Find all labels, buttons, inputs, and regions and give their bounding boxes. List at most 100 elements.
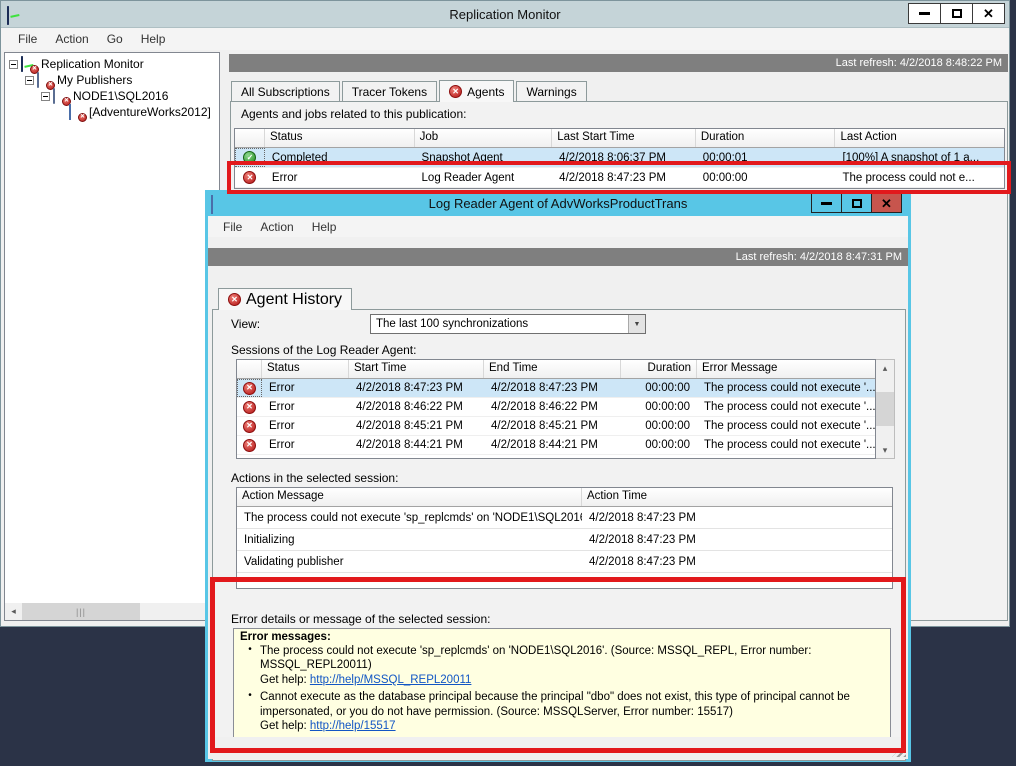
server-error-icon: ✕ (53, 87, 71, 106)
menu-action[interactable]: Action (260, 219, 294, 234)
menu-help[interactable]: Help (140, 32, 166, 46)
scrollbar-thumb[interactable]: ||| (22, 603, 140, 620)
help-link[interactable]: http://help/MSSQL_REPL20011 (309, 673, 472, 686)
minimize-icon (919, 12, 930, 15)
agents-section-label: Agents and jobs related to this publicat… (241, 107, 467, 121)
session-row[interactable]: ✕ Error 4/2/2018 8:47:23 PM 4/2/2018 8:4… (237, 379, 875, 398)
chevron-down-icon[interactable]: ▼ (628, 315, 645, 333)
tree-item-my-publishers[interactable]: ✕ My Publishers (9, 71, 219, 90)
error-icon: ✕ (449, 85, 463, 98)
column-header-job[interactable]: Job (415, 129, 553, 147)
column-header-last-action[interactable]: Last Action (840, 131, 897, 143)
publisher-tree-panel: ✕ Replication Monitor ✕ My Publishers ✕ … (4, 52, 220, 621)
error-message-item: • The process could not execute 'sp_repl… (240, 644, 882, 687)
session-row[interactable]: ✕ Error 4/2/2018 8:45:21 PM 4/2/2018 8:4… (237, 417, 875, 436)
tree-item-node1-sql2016[interactable]: ✕ NODE1\SQL2016 (9, 87, 219, 106)
tab-agent-history[interactable]: ✕ Agent History (218, 288, 353, 310)
column-header-error-message[interactable]: Error Message (702, 362, 778, 374)
actions-table: Action Message Action Time The process c… (236, 487, 893, 589)
table-row-snapshot-agent[interactable]: ✓ Completed Snapshot Agent 4/2/2018 8:06… (235, 148, 1004, 168)
close-button[interactable]: ✕ (972, 3, 1005, 24)
maximize-button[interactable] (841, 193, 872, 213)
column-header-duration[interactable]: Duration (621, 360, 697, 378)
scroll-down-icon[interactable]: ▾ (876, 442, 894, 458)
sessions-label: Sessions of the Log Reader Agent: (231, 343, 417, 357)
menu-go[interactable]: Go (106, 32, 123, 46)
collapse-icon[interactable] (25, 75, 34, 85)
action-row[interactable]: Validating publisher 4/2/2018 8:47:23 PM (237, 551, 892, 573)
menu-file[interactable]: File (223, 219, 243, 234)
column-header-icon[interactable] (237, 360, 262, 378)
replication-monitor-app-icon (7, 5, 23, 25)
agent-menubar: File Action Help (208, 216, 908, 237)
tab-warnings[interactable]: Warnings (516, 81, 587, 102)
column-header-action-message[interactable]: Action Message (237, 488, 582, 506)
table-row-log-reader-agent[interactable]: ✕ Error Log Reader Agent 4/2/2018 8:47:2… (235, 168, 1004, 188)
main-titlebar[interactable]: Replication Monitor ✕ (1, 1, 1009, 28)
view-label: View: (231, 317, 261, 331)
help-link[interactable]: http://help/15517 (309, 719, 396, 732)
publication-error-icon: ✕ (69, 103, 87, 122)
error-details-label: Error details or message of the selected… (231, 612, 491, 626)
error-icon: ✕ (243, 419, 256, 433)
agent-last-refresh-text: Last refresh: 4/2/2018 8:47:31 PM (735, 251, 902, 263)
action-row[interactable]: Initializing 4/2/2018 8:47:23 PM (237, 529, 892, 551)
menu-file[interactable]: File (18, 32, 38, 46)
column-header-icon[interactable] (235, 129, 265, 147)
error-messages-heading: Error messages: (240, 631, 331, 643)
scroll-up-icon[interactable]: ▴ (876, 360, 894, 376)
collapse-icon[interactable] (41, 91, 50, 101)
collapse-icon[interactable] (9, 59, 18, 69)
column-header-status[interactable]: Status (265, 129, 415, 147)
sessions-vertical-scrollbar[interactable]: ▴ ▾ (876, 359, 895, 459)
tab-agents[interactable]: ✕ Agents (439, 80, 515, 102)
bullet-icon: • (248, 644, 252, 655)
minimize-button[interactable] (811, 193, 842, 213)
tree-item-label: NODE1\SQL2016 (73, 89, 169, 103)
minimize-button[interactable] (908, 3, 941, 24)
error-icon: ✕ (243, 438, 256, 452)
actions-label: Actions in the selected session: (231, 471, 399, 485)
menu-help[interactable]: Help (311, 219, 337, 234)
view-dropdown[interactable]: The last 100 synchronizations ▼ (370, 314, 646, 334)
tree-horizontal-scrollbar[interactable]: ◂ ||| ▸ (5, 603, 219, 620)
column-header-duration[interactable]: Duration (696, 129, 836, 147)
close-icon: ✕ (983, 6, 994, 21)
menu-action[interactable]: Action (55, 32, 89, 46)
get-help-label: Get help: (260, 673, 310, 686)
main-menubar: File Action Go Help (1, 28, 1009, 50)
agent-last-refresh-bar: Last refresh: 4/2/2018 8:47:31 PM (208, 248, 908, 266)
column-header-last-start-time[interactable]: Last Start Time (552, 129, 696, 147)
maximize-icon (851, 198, 862, 208)
tab-all-subscriptions[interactable]: All Subscriptions (231, 81, 340, 102)
close-button[interactable]: ✕ (871, 193, 902, 213)
error-messages-box: Error messages: • The process could not … (233, 628, 891, 754)
column-header-start-time[interactable]: Start Time (349, 360, 484, 378)
close-icon: ✕ (881, 195, 892, 211)
sessions-table: Status Start Time End Time Duration Erro… (236, 359, 896, 459)
maximize-button[interactable] (940, 3, 973, 24)
session-row[interactable]: ✕ Error 4/2/2018 8:46:22 PM 4/2/2018 8:4… (237, 398, 875, 417)
column-header-status[interactable]: Status (262, 360, 349, 378)
error-icon: ✕ (243, 381, 256, 395)
resize-grip-icon[interactable] (892, 743, 906, 757)
agent-titlebar[interactable]: Log Reader Agent of AdvWorksProductTrans… (208, 190, 908, 216)
actions-table-header: Action Message Action Time (237, 488, 892, 507)
scrollbar-thumb[interactable] (876, 392, 894, 426)
session-row[interactable]: ✕ Error 4/2/2018 8:44:21 PM 4/2/2018 8:4… (237, 436, 875, 455)
tab-tracer-tokens[interactable]: Tracer Tokens (341, 81, 438, 102)
action-row[interactable]: The process could not execute 'sp_replcm… (237, 507, 892, 529)
tree-item-label: [AdventureWorks2012] (89, 105, 211, 119)
tree-item-replication-monitor[interactable]: ✕ Replication Monitor (9, 55, 219, 74)
success-icon: ✓ (243, 151, 257, 164)
agents-table-header: Status Job Last Start Time Duration Last… (235, 129, 1004, 148)
error-icon: ✕ (243, 171, 257, 184)
error-message-text: The process could not execute 'sp_replcm… (260, 645, 812, 672)
bullet-icon: • (248, 690, 252, 702)
tree-item-label: Replication Monitor (41, 57, 144, 71)
column-header-end-time[interactable]: End Time (484, 360, 621, 378)
replication-monitor-error-icon: ✕ (21, 55, 39, 74)
scroll-left-icon[interactable]: ◂ (5, 603, 22, 620)
column-header-action-time[interactable]: Action Time (587, 490, 648, 502)
tree-item-adventureworks2012[interactable]: ✕ [AdventureWorks2012] (9, 103, 219, 122)
